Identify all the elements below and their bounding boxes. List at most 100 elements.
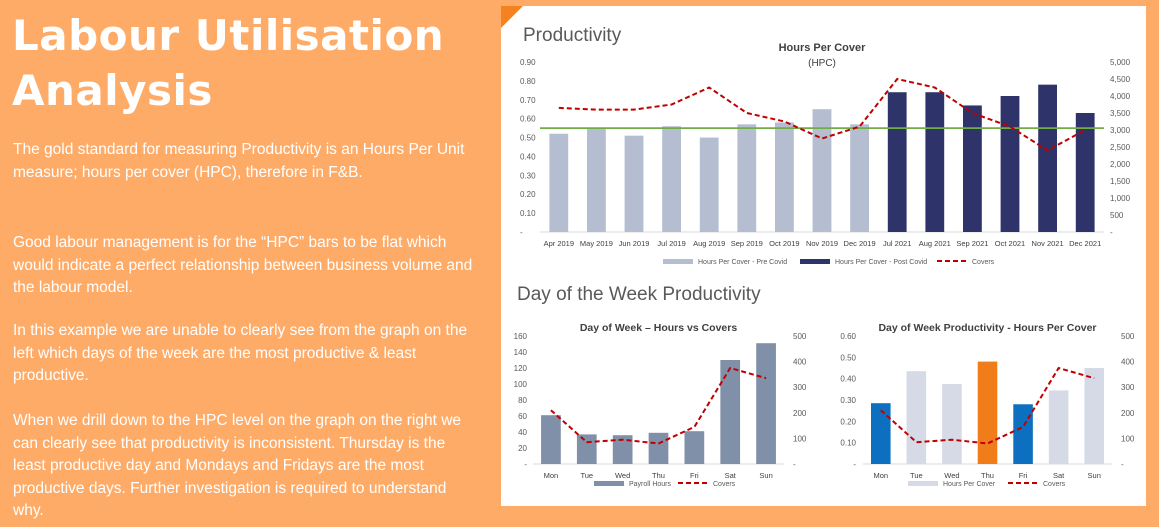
- y2-tick-label: -: [793, 460, 796, 469]
- bar: [756, 343, 776, 464]
- x-tick-label: Wed: [615, 471, 630, 480]
- x-tick-label: Fri: [1019, 471, 1028, 480]
- bar: [662, 126, 681, 232]
- y2-tick-label: 1,000: [1110, 194, 1131, 203]
- x-tick-label: Fri: [690, 471, 699, 480]
- bar: [977, 361, 998, 464]
- legend-label: Hours Per Cover - Pre Covid: [698, 259, 787, 266]
- x-tick-label: Sat: [1053, 471, 1065, 480]
- y-tick-label: -: [524, 460, 527, 469]
- y-tick-label: -: [853, 460, 856, 469]
- y2-tick-label: 3,500: [1110, 109, 1131, 118]
- x-tick-label: Jul 2021: [883, 239, 911, 248]
- y2-tick-label: 200: [793, 409, 807, 418]
- x-tick-label: Nov 2019: [806, 239, 838, 248]
- x-tick-label: Sun: [759, 471, 772, 480]
- section-heading-productivity: Productivity: [523, 25, 622, 46]
- legend-label: Covers: [972, 259, 995, 266]
- legend-label: Payroll Hours: [629, 481, 672, 488]
- y-tick-label: 0.30: [840, 396, 856, 405]
- bar: [1000, 96, 1020, 232]
- y-tick-label: 60: [518, 412, 527, 421]
- bar: [720, 360, 741, 464]
- bar: [963, 105, 982, 232]
- x-tick-label: Tue: [580, 471, 593, 480]
- x-tick-label: Sat: [725, 471, 737, 480]
- y-tick-label: 0.80: [520, 77, 536, 86]
- page-title-line1: Labour Utilisation: [12, 11, 445, 60]
- legend-label: Hours Per Cover: [943, 481, 996, 488]
- x-tick-label: Aug 2021: [919, 239, 951, 248]
- paragraph-3: In this example we are unable to clearly…: [13, 322, 468, 384]
- chart-title: Hours Per Cover: [779, 42, 867, 54]
- legend-swatch: [908, 481, 938, 486]
- y2-tick-label: -: [1121, 460, 1124, 469]
- section-heading-dow: Day of the Week Productivity: [517, 284, 761, 305]
- y2-tick-label: 5,000: [1110, 58, 1131, 67]
- bar: [699, 137, 719, 232]
- bar: [871, 403, 891, 464]
- x-tick-label: Sep 2021: [956, 239, 988, 248]
- y-tick-label: 0.40: [840, 375, 856, 384]
- y-tick-label: 20: [518, 444, 527, 453]
- y2-tick-label: 2,500: [1110, 143, 1131, 152]
- page-title: Labour Utilisation Analysis: [12, 8, 482, 118]
- x-tick-label: Aug 2019: [693, 239, 725, 248]
- chart-title: Day of Week Productivity - Hours Per Cov…: [878, 322, 1096, 334]
- x-tick-label: Dec 2021: [1069, 239, 1101, 248]
- bar: [648, 432, 669, 464]
- y-tick-label: 0.60: [840, 332, 856, 341]
- x-tick-label: Oct 2021: [995, 239, 1025, 248]
- bar: [541, 415, 561, 464]
- page-title-line2: Analysis: [12, 66, 213, 115]
- bar: [1013, 404, 1033, 464]
- y2-tick-label: 100: [1121, 434, 1135, 443]
- bar: [1038, 84, 1057, 233]
- y-tick-label: 0.20: [840, 417, 856, 426]
- y2-tick-label: 200: [1121, 409, 1135, 418]
- legend-label: Covers: [713, 481, 736, 488]
- bar: [812, 109, 832, 232]
- x-tick-label: Sep 2019: [731, 239, 763, 248]
- y-tick-label: 0.50: [840, 353, 856, 362]
- y-tick-label: 0.90: [520, 58, 536, 67]
- bar: [1084, 368, 1104, 464]
- y2-tick-label: 4,000: [1110, 92, 1131, 101]
- y-tick-label: 120: [514, 364, 528, 373]
- y-tick-label: 0.70: [520, 96, 536, 105]
- legend-swatch: [594, 481, 624, 486]
- y-tick-label: 40: [518, 428, 527, 437]
- bar: [612, 435, 633, 464]
- legend-swatch: [663, 259, 693, 264]
- bar: [1075, 113, 1095, 232]
- y-tick-label: 140: [514, 348, 528, 357]
- x-tick-label: Tue: [910, 471, 923, 480]
- bar: [587, 128, 606, 232]
- x-tick-label: Sun: [1088, 471, 1101, 480]
- y2-tick-label: 2,000: [1110, 160, 1131, 169]
- legend-swatch: [800, 259, 830, 264]
- y2-tick-label: 500: [1121, 332, 1135, 341]
- y-tick-label: 0.30: [520, 171, 536, 180]
- legend-label: Hours Per Cover - Post Covid: [835, 259, 927, 266]
- bar: [576, 434, 597, 464]
- chart-subtitle: (HPC): [808, 58, 836, 69]
- bar: [887, 92, 907, 232]
- paragraph-4: When we drill down to the HPC level on t…: [13, 412, 462, 519]
- bar: [775, 122, 794, 232]
- bar: [925, 92, 945, 232]
- bar: [684, 431, 705, 464]
- bar: [850, 124, 869, 232]
- x-tick-label: Mon: [873, 471, 888, 480]
- y-tick-label: 0.10: [520, 209, 536, 218]
- x-tick-label: Thu: [652, 471, 665, 480]
- covers-line: [880, 366, 1095, 445]
- paragraph-2: Good labour management is for the “HPC” …: [13, 234, 473, 296]
- y-tick-label: 80: [518, 396, 527, 405]
- y2-tick-label: 3,000: [1110, 126, 1131, 135]
- covers-line: [550, 366, 767, 445]
- y2-tick-label: 500: [1110, 211, 1124, 220]
- corner-accent: [501, 6, 523, 28]
- y2-tick-label: 400: [793, 358, 807, 367]
